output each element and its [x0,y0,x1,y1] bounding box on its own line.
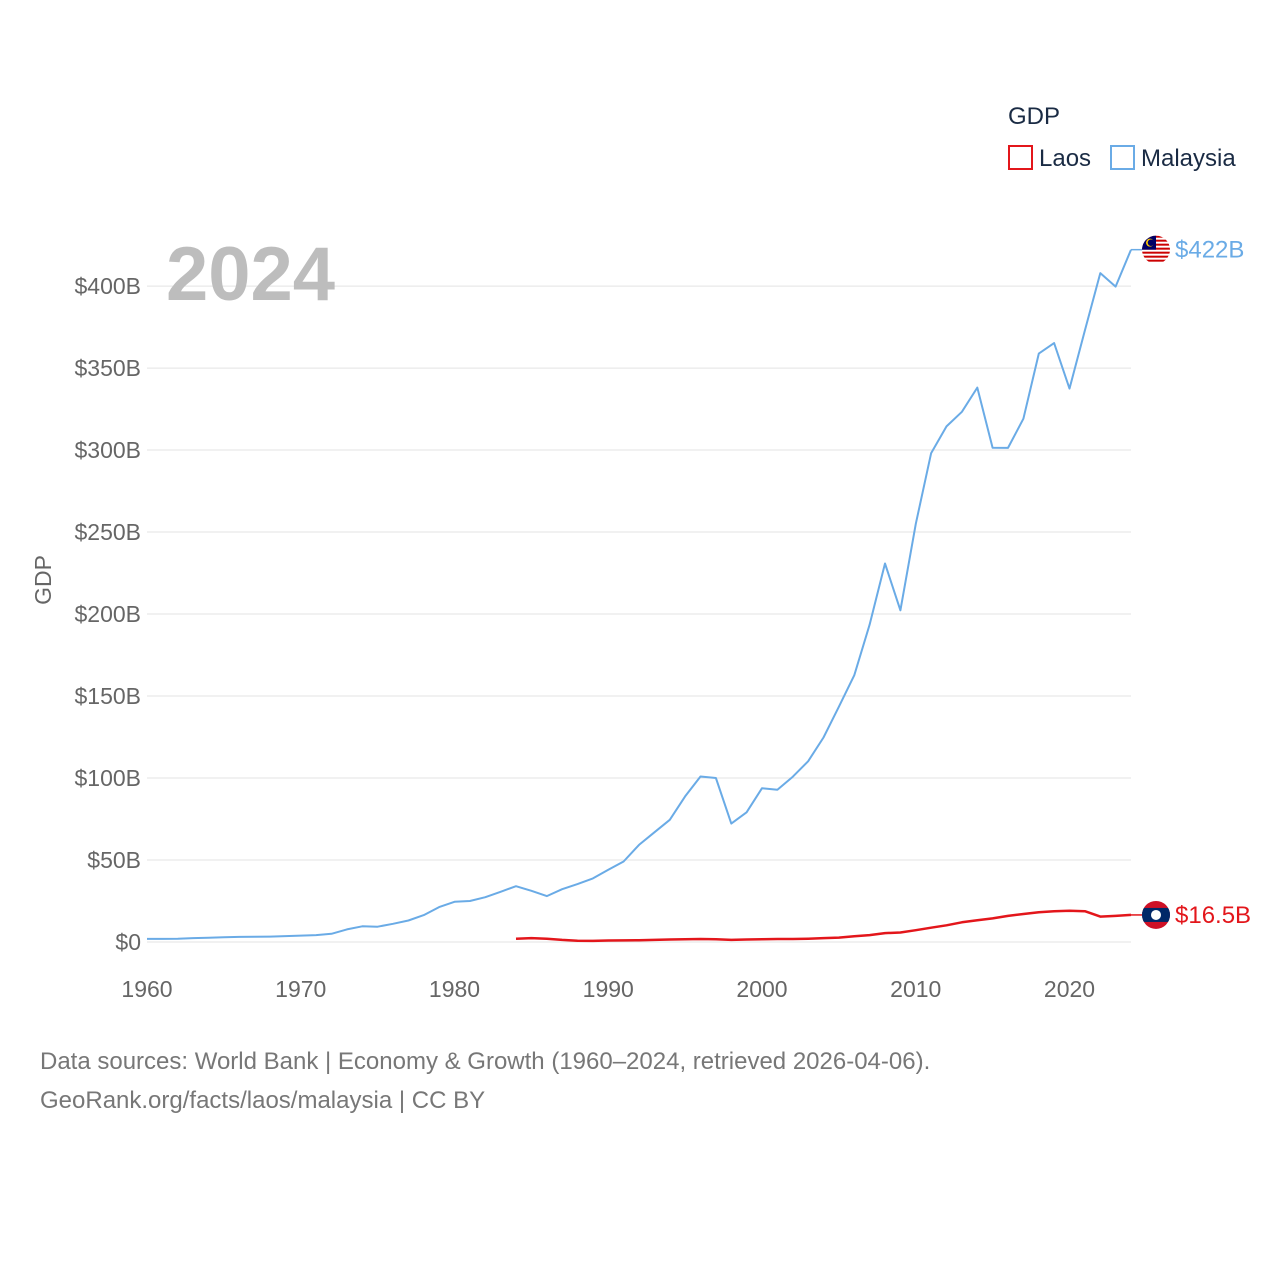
y-tick-label: $300B [74,437,141,463]
y-tick-label: $350B [74,355,141,381]
x-tick-label: 2010 [890,976,941,1002]
y-tick-label: $100B [74,765,141,791]
x-tick-label: 1970 [275,976,326,1002]
y-axis-ticks: $0 $50B $100B $150B $200B $250B $300B $350B $400… [74,273,141,955]
flag-body [1142,235,1170,264]
end-value-label-laos: $16.5B [1175,902,1251,929]
legend-swatch-laos[interactable] [1008,145,1033,170]
series-lines [147,249,1132,943]
flag-crescent-cut [1147,239,1155,246]
x-tick-label: 1960 [121,976,172,1002]
attribution-line: GeoRank.org/facts/laos/malaysia | CC BY [40,1087,486,1114]
legend-title: GDP [1008,103,1060,130]
flag-body [1142,900,1170,929]
flag-stripe [1142,251,1170,254]
x-tick-label: 2000 [736,976,787,1002]
y-tick-label: $250B [74,519,141,545]
x-tick-label: 2020 [1044,976,1095,1002]
legend-label-malaysia[interactable]: Malaysia [1141,145,1236,172]
year-label: 2024 [166,232,335,317]
y-tick-label: $400B [74,273,141,299]
flag-stripe [1142,259,1170,262]
legend-swatch-malaysia[interactable] [1110,145,1135,170]
flag-stripe [1142,255,1170,258]
series-line-laos [515,909,1132,943]
y-tick-label: $0 [115,929,141,955]
series-line-malaysia [147,249,1132,940]
end-value-label-malaysia: $422B [1175,237,1244,264]
y-tick-label: $50B [87,847,141,873]
y-tick-label: $200B [74,601,141,627]
laos-flag-icon [1142,900,1170,929]
y-axis-title: GDP [30,555,56,605]
x-tick-label: 1990 [583,976,634,1002]
x-tick-label: 1980 [429,976,480,1002]
y-tick-label: $150B [74,683,141,709]
data-source-footer: Data sources: World Bank | Economy & Gro… [40,1042,1240,1120]
x-axis-ticks: 1960 1970 1980 1990 2000 2010 2020 [121,976,1095,1002]
legend-label-laos[interactable]: Laos [1039,145,1091,172]
legend: GDP Laos Malaysia [1008,103,1236,172]
malaysia-flag-icon [1142,235,1170,264]
gdp-line-chart: 2024 $0 $50B $100B $150B $200B $250B $300B $350… [30,103,1251,1002]
end-markers: $16.5B $422B [1131,235,1251,929]
flag-white-disc [1151,909,1161,920]
grid [147,285,1131,943]
source-line: Data sources: World Bank | Economy & Gro… [40,1048,931,1075]
